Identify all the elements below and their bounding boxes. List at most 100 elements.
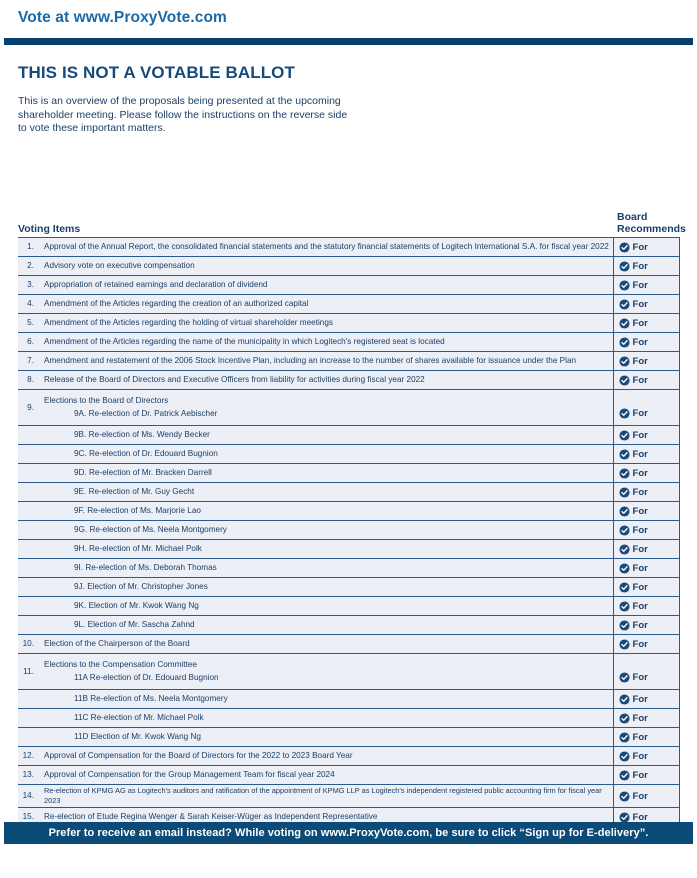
board-recommendation-cell: For [612, 275, 680, 295]
group-heading: Elections to the Compensation Committee [44, 660, 197, 669]
table-row: 9G. Re-election of Ms. Neela Montgomery F… [18, 520, 680, 540]
item-number [18, 727, 40, 747]
item-number [18, 577, 40, 597]
item-description: 9L. Election of Mr. Sascha Zahnd [40, 615, 614, 635]
item-number [18, 482, 40, 502]
board-recommends-line2: Recommends [617, 222, 686, 235]
item-number: 12. [18, 746, 40, 766]
item-description: 9H. Re-election of Mr. Michael Polk [40, 539, 614, 559]
recommendation-badge: For [618, 671, 678, 683]
recommendation-badge: For [618, 298, 678, 310]
recommendation-badge: For [618, 486, 678, 498]
table-row: 9D. Re-election of Mr. Bracken Darrell Fo… [18, 463, 680, 483]
column-header-board-recommends: Board Recommends [613, 211, 686, 238]
recommendation-badge: For [618, 790, 678, 802]
check-circle-icon [618, 712, 630, 724]
recommendation-badge: For [618, 638, 678, 650]
table-row: 11D Election of Mr. Kwok Wang Ng For [18, 727, 680, 747]
recommendation-badge: For [618, 750, 678, 762]
recommendation-label: For [632, 790, 648, 802]
table-row: 9C. Re-election of Dr. Edouard Bugnion Fo… [18, 444, 680, 464]
recommendation-label: For [632, 671, 648, 683]
recommendation-badge: For [618, 505, 678, 517]
check-circle-icon [618, 524, 630, 536]
check-circle-icon [618, 693, 630, 705]
check-circle-icon [618, 811, 630, 823]
item-description: Re-election of KPMG AG as Logitech's aud… [40, 784, 614, 808]
item-number [18, 444, 40, 464]
table-row: 8. Release of the Board of Directors and … [18, 370, 680, 390]
table-row: 6. Amendment of the Articles regarding th… [18, 332, 680, 352]
check-circle-icon [618, 750, 630, 762]
recommendation-badge: For [618, 524, 678, 536]
item-description: Elections to the Board of Directors 9A. R… [40, 389, 614, 426]
column-header-voting-items: Voting Items [18, 212, 614, 238]
table-row: 9. Elections to the Board of Directors 9A.… [18, 389, 680, 426]
item-number: 14. [18, 784, 40, 808]
recommendation-label: For [632, 638, 648, 650]
board-recommendation-cell: For [612, 389, 680, 426]
board-recommendation-cell: For [612, 689, 680, 709]
check-circle-icon [618, 769, 630, 781]
check-circle-icon [618, 581, 630, 593]
item-number: 3. [18, 275, 40, 295]
table-row: 9I. Re-election of Ms. Deborah Thomas For [18, 558, 680, 578]
recommendation-badge: For [618, 260, 678, 272]
recommendation-label: For [632, 750, 648, 762]
check-circle-icon [618, 619, 630, 631]
recommendation-label: For [632, 581, 648, 593]
item-description: Approval of the Annual Report, the conso… [40, 237, 614, 257]
check-circle-icon [618, 317, 630, 329]
recommendation-badge: For [618, 544, 678, 555]
board-recommendation-cell: For [612, 577, 680, 597]
recommendation-label: For [632, 486, 648, 498]
board-recommendation-cell: For [612, 501, 680, 521]
table-row: 11B Re-election of Ms. Neela Montgomery F… [18, 689, 680, 709]
item-description: 11B Re-election of Ms. Neela Montgomery [40, 689, 614, 709]
intro-block: THIS IS NOT A VOTABLE BALLOT This is an … [0, 45, 697, 136]
item-description: Release of the Board of Directors and Ex… [40, 370, 614, 390]
recommendation-badge: For [618, 769, 678, 781]
recommendation-label: For [632, 524, 648, 536]
recommendation-label: For [632, 336, 648, 348]
recommendation-label: For [632, 712, 648, 724]
item-number [18, 425, 40, 445]
recommendation-spacer [619, 661, 678, 672]
item-description: Amendment of the Articles regarding the … [40, 294, 614, 314]
check-circle-icon [618, 505, 630, 517]
check-circle-icon [618, 298, 630, 310]
item-number [18, 558, 40, 578]
item-number [18, 596, 40, 616]
board-recommendation-cell: For [612, 653, 680, 690]
board-recommendation-cell: For [612, 256, 680, 276]
board-recommendation-cell: For [612, 370, 680, 390]
item-description: Advisory vote on executive compensation [40, 256, 614, 276]
item-number: 8. [18, 370, 40, 390]
item-description: 9K. Election of Mr. Kwok Wang Ng [40, 596, 614, 616]
recommendation-label: For [632, 407, 648, 419]
table-row: 2. Advisory vote on executive compensatio… [18, 256, 680, 276]
table-row: 9J. Election of Mr. Christopher Jones For [18, 577, 680, 597]
item-number [18, 463, 40, 483]
recommendation-label: For [632, 355, 648, 367]
board-recommendation-cell: For [612, 708, 680, 728]
check-circle-icon [618, 260, 630, 272]
item-description: 9E. Re-election of Mr. Guy Gecht [40, 482, 614, 502]
recommendation-label: For [632, 562, 648, 574]
recommendation-label: For [632, 317, 648, 329]
recommendation-label: For [632, 811, 648, 823]
board-recommendation-cell: For [612, 765, 680, 785]
board-recommendation-cell: For [612, 727, 680, 747]
item-description: Elections to the Compensation Committee 1… [40, 653, 614, 690]
recommendation-label: For [632, 467, 648, 479]
table-row: 12. Approval of Compensation for the Boar… [18, 746, 680, 766]
table-row: 7. Amendment and restatement of the 2006 … [18, 351, 680, 371]
board-recommendation-cell: For [612, 313, 680, 333]
item-description: Appropriation of retained earnings and d… [40, 275, 614, 295]
check-circle-icon [618, 638, 630, 650]
item-number [18, 615, 40, 635]
intro-paragraph: This is an overview of the proposals bei… [18, 95, 348, 134]
header-rule-bar [4, 38, 693, 45]
check-circle-icon [618, 467, 630, 479]
recommendation-badge: For [618, 430, 678, 441]
